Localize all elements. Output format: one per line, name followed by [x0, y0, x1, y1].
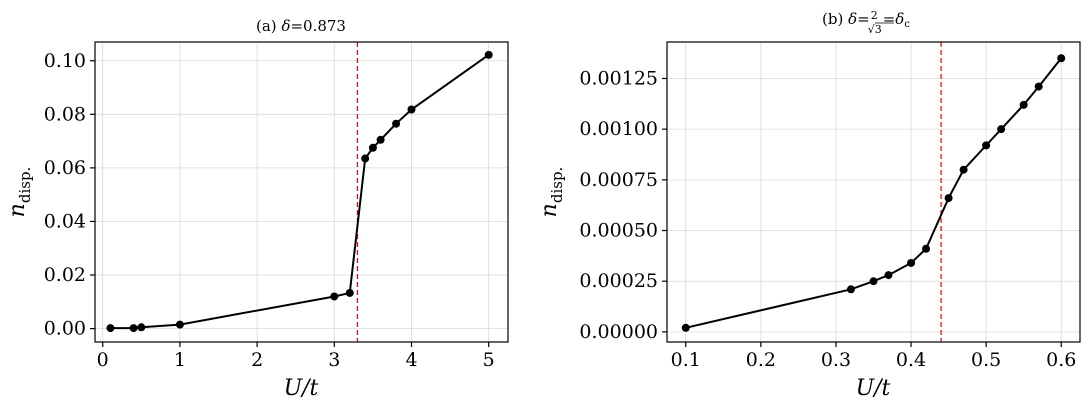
data-point [106, 324, 115, 333]
x-tick-label: 3 [328, 349, 340, 371]
data-point [681, 323, 690, 332]
x-tick-label: 5 [483, 349, 495, 371]
panel-b-title: (b) δ=2 √3=δc [822, 9, 910, 36]
x-tick-label: 2 [251, 349, 263, 371]
y-tick-label: 0.06 [44, 157, 86, 179]
data-point [361, 154, 370, 163]
panel-a-grid [95, 42, 508, 342]
data-point [137, 323, 146, 332]
x-tick-label: 4 [405, 349, 417, 371]
x-tick-label: 0.2 [746, 349, 776, 371]
data-point [376, 135, 385, 144]
y-tick-label: 0.10 [44, 50, 86, 72]
y-tick-label: 0.08 [44, 103, 86, 125]
panel-b-y-axis-label: ndisp. [537, 167, 566, 218]
data-point [959, 165, 968, 174]
data-point [884, 271, 893, 280]
x-tick-label: 0.4 [896, 349, 926, 371]
data-point [1019, 100, 1028, 109]
panel-b-frame [666, 41, 1081, 343]
y-tick-label: 0.02 [44, 264, 86, 286]
x-tick-label: 0.6 [1046, 349, 1076, 371]
panel-a-x-axis-label: U/t [284, 376, 319, 401]
panel-b-x-ticks: 0.1 0.2 0.3 0.4 0.5 0.6 [671, 342, 1076, 371]
data-point [1057, 54, 1066, 63]
x-tick-label: 0 [97, 349, 109, 371]
data-point [922, 244, 931, 253]
data-point [907, 258, 916, 267]
data-point [368, 143, 377, 152]
x-tick-label: 0.3 [821, 349, 851, 371]
data-point [392, 119, 401, 128]
y-tick-label: 0.00125 [579, 67, 658, 89]
panel-a-x-ticks: 0 1 2 3 4 5 [97, 342, 495, 371]
panel-b-series-line [685, 57, 1063, 329]
panel-b-y-ticks: 0.00000 0.00025 0.00050 0.00075 0.00100 0.001… [579, 67, 667, 343]
x-tick-label: 0.5 [971, 349, 1001, 371]
panel-a-markers [106, 50, 493, 333]
panel-b-x-axis-label: U/t [856, 376, 891, 401]
data-point [330, 292, 339, 301]
panel-b-markers [681, 54, 1066, 332]
y-tick-label: 0.00050 [579, 220, 658, 242]
panel-a-y-axis-label: ndisp. [5, 167, 34, 218]
data-point [846, 285, 855, 294]
x-tick-label: 0.1 [671, 349, 701, 371]
panel-b-grid [667, 42, 1080, 342]
y-tick-label: 0.00000 [579, 321, 658, 343]
y-tick-label: 0.04 [44, 210, 86, 232]
data-point [407, 105, 416, 114]
data-point [345, 288, 354, 297]
y-tick-label: 0.00100 [579, 118, 658, 140]
data-point [175, 320, 184, 329]
panel-b: (b) δ=2 √3=δc 0.1 0.2 0.3 0.4 0.5 0.6 0.000000… [537, 9, 1081, 401]
y-tick-label: 0.00075 [579, 169, 658, 191]
data-point [944, 194, 953, 203]
data-point [997, 125, 1006, 134]
panel-a-frame [94, 41, 509, 343]
x-tick-label: 1 [174, 349, 186, 371]
y-tick-label: 0.00 [44, 318, 86, 340]
data-point [869, 277, 878, 286]
y-tick-label: 0.00025 [579, 270, 658, 292]
data-point [1034, 82, 1043, 91]
panel-a-title: (a) δ=0.873 [256, 17, 346, 35]
panel-a-y-ticks: 0.00 0.02 0.04 0.06 0.08 0.10 [44, 50, 95, 340]
data-point [484, 50, 493, 59]
data-point [982, 141, 991, 150]
panel-a-series-line [110, 54, 490, 330]
data-point [129, 324, 138, 333]
